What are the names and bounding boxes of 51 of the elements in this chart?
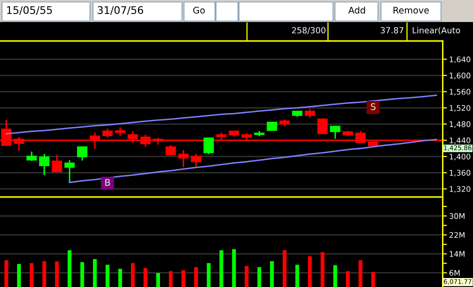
bar	[219, 250, 224, 287]
candlestick	[317, 118, 328, 134]
bar	[55, 261, 59, 287]
bar	[320, 252, 324, 287]
bar	[182, 270, 186, 287]
candlestick	[204, 137, 214, 155]
text: Remove	[394, 6, 429, 14]
bar	[333, 265, 338, 287]
candlestick	[190, 153, 202, 168]
bar	[206, 263, 211, 287]
bar	[156, 273, 160, 287]
text: Go	[193, 6, 205, 14]
bar	[194, 267, 198, 287]
bar	[358, 260, 362, 287]
bar	[244, 266, 249, 287]
text: 31/07/56	[98, 6, 144, 15]
bar	[80, 262, 84, 287]
candlestick	[26, 150, 37, 162]
bar	[17, 264, 21, 287]
bar	[346, 271, 350, 287]
candlestick	[64, 159, 75, 184]
bar	[308, 256, 312, 287]
bar	[92, 259, 97, 287]
bar	[68, 250, 72, 287]
text: 258/300	[292, 27, 326, 34]
bar	[295, 264, 300, 287]
bar	[118, 268, 122, 287]
bar	[30, 263, 34, 287]
bar	[270, 261, 274, 287]
text: Linear(Auto	[412, 26, 460, 34]
candlestick	[52, 154, 62, 173]
candlestick	[330, 125, 340, 140]
bar	[168, 271, 173, 287]
bar	[4, 260, 8, 287]
text: 15/05/55	[7, 6, 52, 15]
bar	[371, 272, 376, 287]
text: 37.87	[380, 27, 404, 34]
bar	[130, 263, 135, 287]
bar	[232, 249, 236, 287]
candlestick	[166, 144, 176, 156]
candlestick	[77, 146, 88, 162]
candlestick	[39, 153, 50, 176]
bar	[106, 264, 110, 287]
text: Add	[348, 6, 365, 14]
bar	[144, 268, 148, 287]
bar	[257, 267, 262, 287]
data-label: B	[105, 179, 110, 186]
candlestick	[178, 149, 189, 168]
data-label: S	[370, 103, 376, 110]
bar	[282, 250, 286, 287]
bar	[42, 261, 46, 287]
